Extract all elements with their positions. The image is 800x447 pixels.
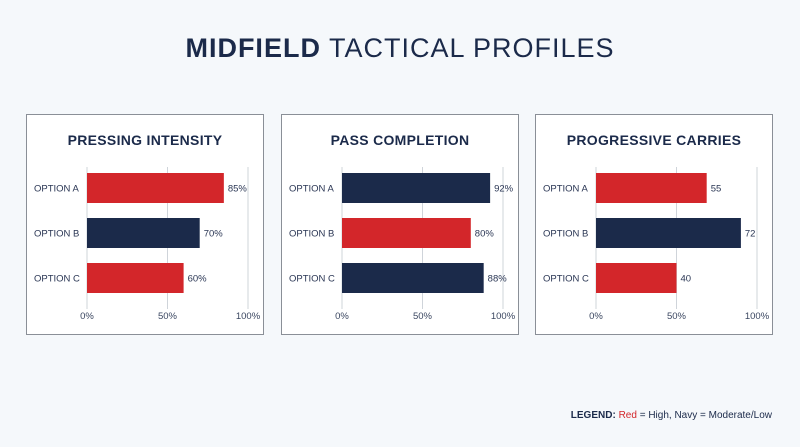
category-label: OPTION B	[543, 229, 588, 240]
bar	[342, 218, 471, 248]
bar	[342, 173, 491, 203]
chart-title: PASS COMPLETION	[330, 132, 470, 148]
legend-label: LEGEND:	[570, 410, 616, 421]
category-label: OPTION A	[543, 184, 589, 195]
chart-svg: 0% 50% 100% OPTION A 85% OPTION B 70% OPTION C 6…	[34, 167, 261, 322]
bar	[87, 218, 200, 248]
x-tick-label: 0%	[335, 311, 349, 322]
category-label: OPTION B	[289, 229, 334, 240]
chart-panel-pressing: PRESSING INTENSITY 0% 50% 100% OPTION A 85% O…	[26, 114, 264, 335]
x-tick-label: 0%	[589, 311, 603, 322]
data-label: 70%	[204, 229, 224, 240]
x-tick-label: 100%	[236, 311, 261, 322]
category-label: OPTION C	[289, 274, 335, 285]
x-tick-label: 0%	[80, 311, 94, 322]
data-label: 85%	[228, 184, 248, 195]
data-label: 88%	[488, 274, 508, 285]
bar	[87, 263, 184, 293]
category-label: OPTION A	[34, 184, 80, 195]
bar	[596, 173, 707, 203]
x-tick-label: 100%	[491, 311, 516, 322]
data-label: 55	[711, 184, 722, 195]
chart-title: PROGRESSIVE CARRIES	[566, 132, 742, 148]
bar	[87, 173, 224, 203]
category-label: OPTION C	[543, 274, 589, 285]
data-label: 40	[681, 274, 692, 285]
data-label: 60%	[188, 274, 208, 285]
x-tick-label: 100%	[745, 311, 770, 322]
category-label: OPTION A	[289, 184, 335, 195]
page-title: MIDFIELD TACTICAL PROFILES	[0, 33, 800, 64]
legend-text: = High, Navy = Moderate/Low	[639, 410, 772, 421]
legend-red-word: Red	[618, 410, 637, 421]
data-label: 92%	[494, 184, 514, 195]
category-label: OPTION C	[34, 274, 80, 285]
x-tick-label: 50%	[667, 311, 687, 322]
chart-title: PRESSING INTENSITY	[67, 132, 223, 148]
title-bold: MIDFIELD	[185, 33, 321, 63]
x-tick-label: 50%	[413, 311, 433, 322]
chart-svg: 0% 50% 100% OPTION A 55 OPTION B 72 OPTION C 40	[543, 167, 770, 322]
bar	[596, 218, 741, 248]
chart-svg: 0% 50% 100% OPTION A 92% OPTION B 80% OPTION C 8…	[289, 167, 516, 322]
data-label: 80%	[475, 229, 495, 240]
bar	[342, 263, 484, 293]
title-rest: TACTICAL PROFILES	[328, 33, 615, 63]
chart-panel-carries: PROGRESSIVE CARRIES 0% 50% 100% OPTION A 55 O…	[535, 114, 773, 335]
chart-panel-pass: PASS COMPLETION 0% 50% 100% OPTION A 92% OPTI…	[281, 114, 519, 335]
data-label: 72	[745, 229, 756, 240]
legend: LEGEND: Red = High, Navy = Moderate/Low	[571, 410, 772, 421]
x-tick-label: 50%	[158, 311, 178, 322]
bar	[596, 263, 677, 293]
category-label: OPTION B	[34, 229, 79, 240]
